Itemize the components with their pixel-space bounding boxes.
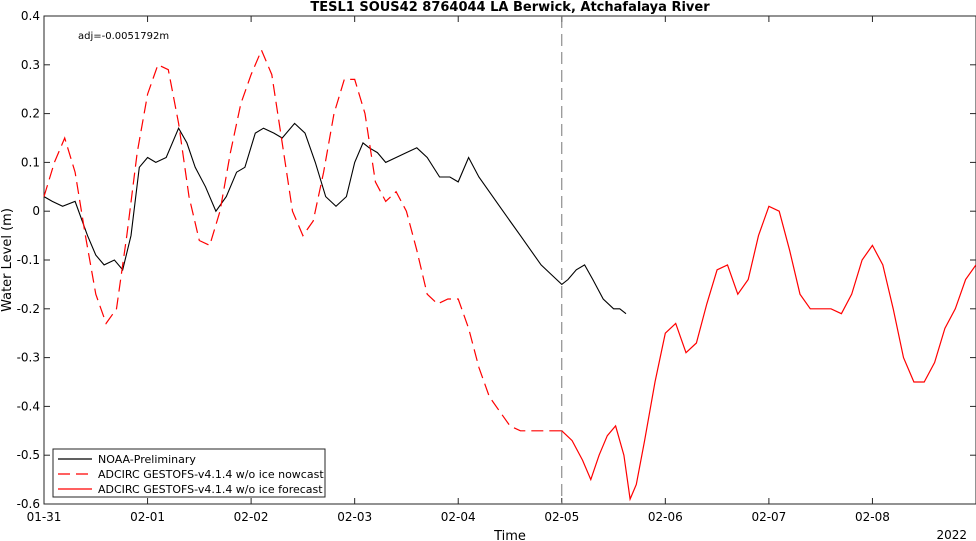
y-tick-label: -0.1 bbox=[17, 253, 40, 267]
x-tick-label: 01-31 bbox=[27, 510, 62, 524]
y-axis: 0.4 0.3 0.2 0.1 0 -0.1 -0.2 -0.3 -0.4 -0.5 -0.6 bbox=[17, 9, 976, 511]
x-axis-label: Time bbox=[493, 529, 526, 541]
y-tick-label: -0.5 bbox=[17, 448, 40, 462]
y-tick-label: -0.4 bbox=[17, 399, 40, 413]
series-line-2 bbox=[561, 205, 976, 502]
y-tick-label: 0.2 bbox=[21, 107, 40, 121]
y-axis-label: Water Level (m) bbox=[0, 208, 15, 312]
y-tick-label: -0.2 bbox=[17, 302, 40, 316]
chart-title: TESL1 SOUS42 8764044 LA Berwick, Atchafa… bbox=[310, 0, 710, 15]
x-tick-label: 02-08 bbox=[855, 510, 890, 524]
x-tick-label: 02-06 bbox=[648, 510, 683, 524]
y-tick-label: -0.3 bbox=[17, 351, 40, 365]
y-tick-label: 0.3 bbox=[21, 58, 40, 72]
series-line-1 bbox=[43, 48, 562, 432]
adjustment-annotation: adj=-0.0051792m bbox=[78, 31, 169, 42]
plot-frame bbox=[43, 15, 976, 505]
y-tick-label: 0 bbox=[32, 204, 40, 218]
y-tick-label: 0.1 bbox=[21, 155, 40, 169]
legend-label-0: NOAA-Preliminary bbox=[98, 453, 196, 466]
x-tick-label: 02-02 bbox=[234, 510, 269, 524]
legend-label-2: ADCIRC GESTOFS-v4.1.4 w/o ice forecast bbox=[98, 483, 323, 496]
x-axis: 01-31 02-01 02-02 02-03 02-04 02-05 02-06 02-07… bbox=[27, 16, 890, 524]
legend: NOAA-Preliminary ADCIRC GESTOFS-v4.1.4 w/… bbox=[52, 448, 326, 498]
series-layer bbox=[43, 48, 976, 502]
x-tick-label: 02-05 bbox=[544, 510, 579, 524]
y-tick-label: -0.6 bbox=[17, 497, 40, 511]
x-tick-label: 02-04 bbox=[441, 510, 476, 524]
x-tick-label: 02-01 bbox=[130, 510, 165, 524]
x-tick-label: 02-03 bbox=[337, 510, 372, 524]
legend-box bbox=[52, 448, 326, 498]
year-label: 2022 bbox=[936, 528, 967, 541]
legend-label-1: ADCIRC GESTOFS-v4.1.4 w/o ice nowcast bbox=[98, 468, 324, 481]
plot-area bbox=[43, 15, 976, 505]
x-tick-label: 02-07 bbox=[751, 510, 786, 524]
series-line-0 bbox=[43, 122, 627, 315]
y-tick-label: 0.4 bbox=[21, 9, 40, 23]
